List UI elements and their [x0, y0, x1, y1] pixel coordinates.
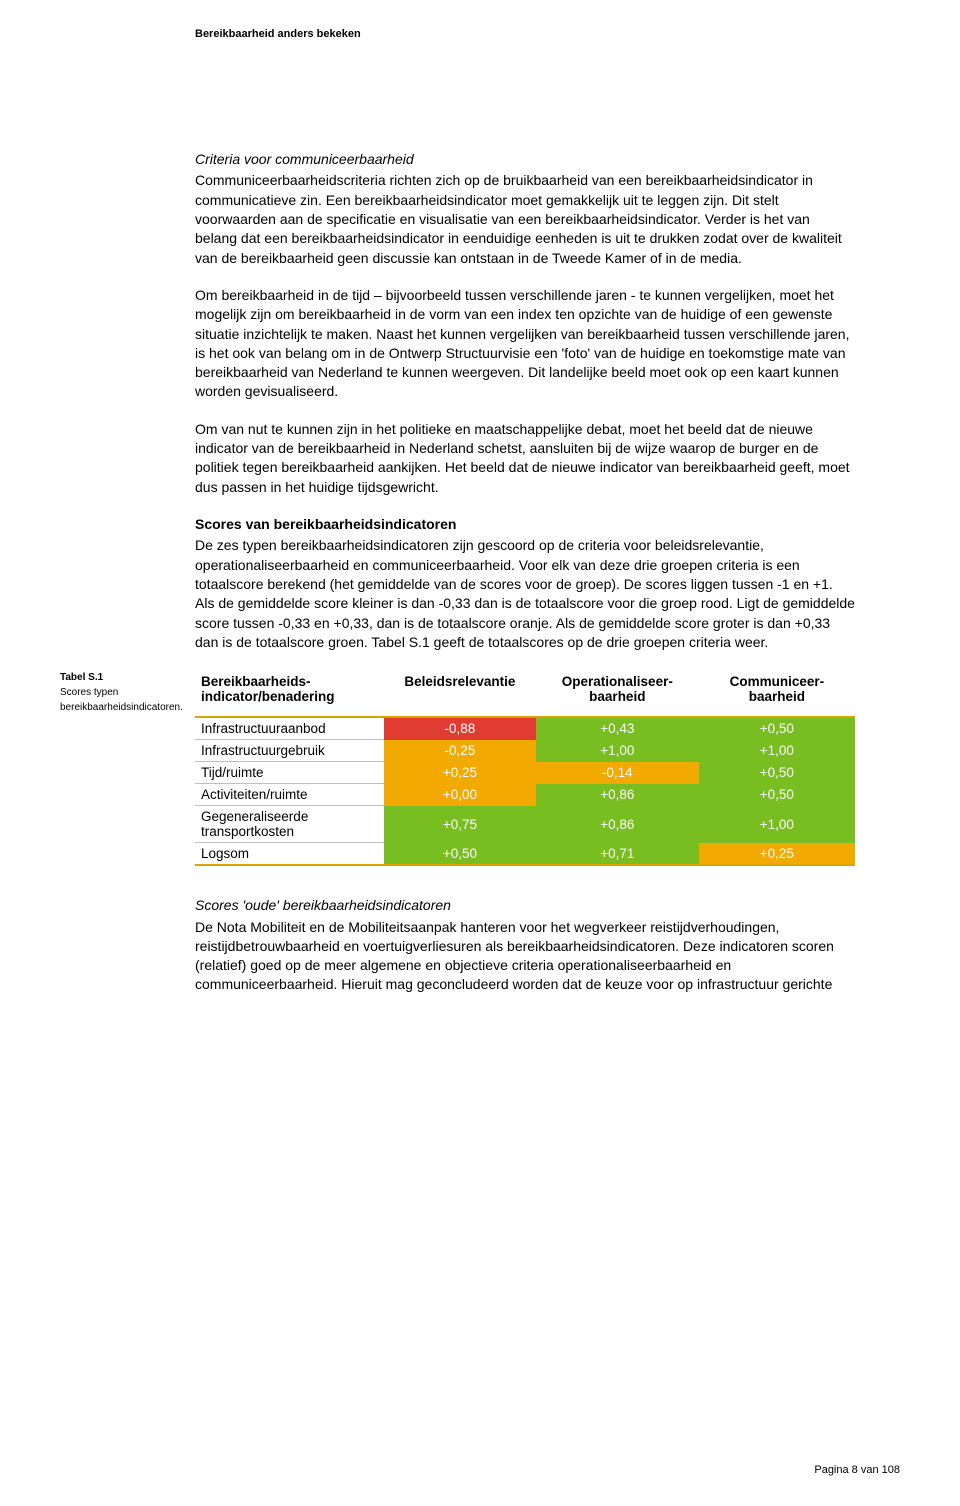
paragraph: Communiceerbaarheidscriteria richten zic… — [195, 171, 855, 268]
row-label: Tijd/ruimte — [195, 762, 384, 784]
page-footer: Pagina 8 van 108 — [814, 1464, 900, 1476]
paragraph: Om van nut te kunnen zijn in het politie… — [195, 420, 855, 497]
main-text-column-lower: Scores 'oude' bereikbaarheidsindicatoren… — [195, 896, 855, 995]
score-cell: -0,88 — [384, 717, 536, 740]
score-cell: +0,86 — [536, 784, 699, 806]
paragraph: Om bereikbaarheid in de tijd – bijvoorbe… — [195, 286, 855, 402]
score-cell: +0,50 — [699, 717, 855, 740]
score-cell: +1,00 — [699, 740, 855, 762]
table-row: Gegeneraliseerde transportkosten+0,75+0,… — [195, 806, 855, 843]
col-header: Operationaliseer-baarheid — [536, 670, 699, 717]
table-block: Tabel S.1 Scores typen bereikbaarheidsin… — [60, 670, 900, 866]
score-cell: +0,25 — [384, 762, 536, 784]
paragraph: De zes typen bereikbaarheidsindicatoren … — [195, 536, 855, 652]
running-header: Bereikbaarheid anders bekeken — [195, 28, 900, 40]
col-header: Bereikbaarheids-indicator/benadering — [195, 670, 384, 717]
col-header: Beleidsrelevantie — [384, 670, 536, 717]
score-cell: +0,50 — [699, 762, 855, 784]
score-cell: +0,43 — [536, 717, 699, 740]
table-row: Tijd/ruimte+0,25-0,14+0,50 — [195, 762, 855, 784]
row-label: Infrastructuurgebruik — [195, 740, 384, 762]
table-row: Infrastructuuraanbod-0,88+0,43+0,50 — [195, 717, 855, 740]
score-cell: +1,00 — [536, 740, 699, 762]
row-label: Activiteiten/ruimte — [195, 784, 384, 806]
score-cell: +0,00 — [384, 784, 536, 806]
score-cell: +1,00 — [699, 806, 855, 843]
row-label: Infrastructuuraanbod — [195, 717, 384, 740]
score-cell: +0,75 — [384, 806, 536, 843]
score-cell: -0,25 — [384, 740, 536, 762]
col-header: Communiceer-baarheid — [699, 670, 855, 717]
score-cell: +0,50 — [699, 784, 855, 806]
score-cell: +0,50 — [384, 843, 536, 866]
table-row: Activiteiten/ruimte+0,00+0,86+0,50 — [195, 784, 855, 806]
table-sidenote: Tabel S.1 Scores typen bereikbaarheidsin… — [60, 670, 195, 715]
row-label: Gegeneraliseerde transportkosten — [195, 806, 384, 843]
subheading-scores: Scores van bereikbaarheidsindicatoren — [195, 515, 855, 534]
score-cell: +0,25 — [699, 843, 855, 866]
score-cell: -0,14 — [536, 762, 699, 784]
sidenote-line: Scores typen — [60, 687, 118, 698]
sidenote-line: bereikbaarheidsindicatoren. — [60, 702, 183, 713]
table-row: Infrastructuurgebruik-0,25+1,00+1,00 — [195, 740, 855, 762]
score-cell: +0,71 — [536, 843, 699, 866]
subheading-criteria: Criteria voor communiceerbaarheid — [195, 150, 855, 169]
scores-table: Bereikbaarheids-indicator/benadering Bel… — [195, 670, 855, 866]
page: Bereikbaarheid anders bekeken Criteria v… — [0, 0, 960, 1506]
table-header-row: Bereikbaarheids-indicator/benadering Bel… — [195, 670, 855, 717]
table-row: Logsom+0,50+0,71+0,25 — [195, 843, 855, 866]
main-text-column: Criteria voor communiceerbaarheid Commun… — [195, 150, 855, 652]
table-body: Infrastructuuraanbod-0,88+0,43+0,50Infra… — [195, 717, 855, 865]
row-label: Logsom — [195, 843, 384, 866]
sidenote-title: Tabel S.1 — [60, 670, 185, 685]
subheading-old-scores: Scores 'oude' bereikbaarheidsindicatoren — [195, 896, 855, 915]
paragraph: De Nota Mobiliteit en de Mobiliteitsaanp… — [195, 918, 855, 995]
score-cell: +0,86 — [536, 806, 699, 843]
